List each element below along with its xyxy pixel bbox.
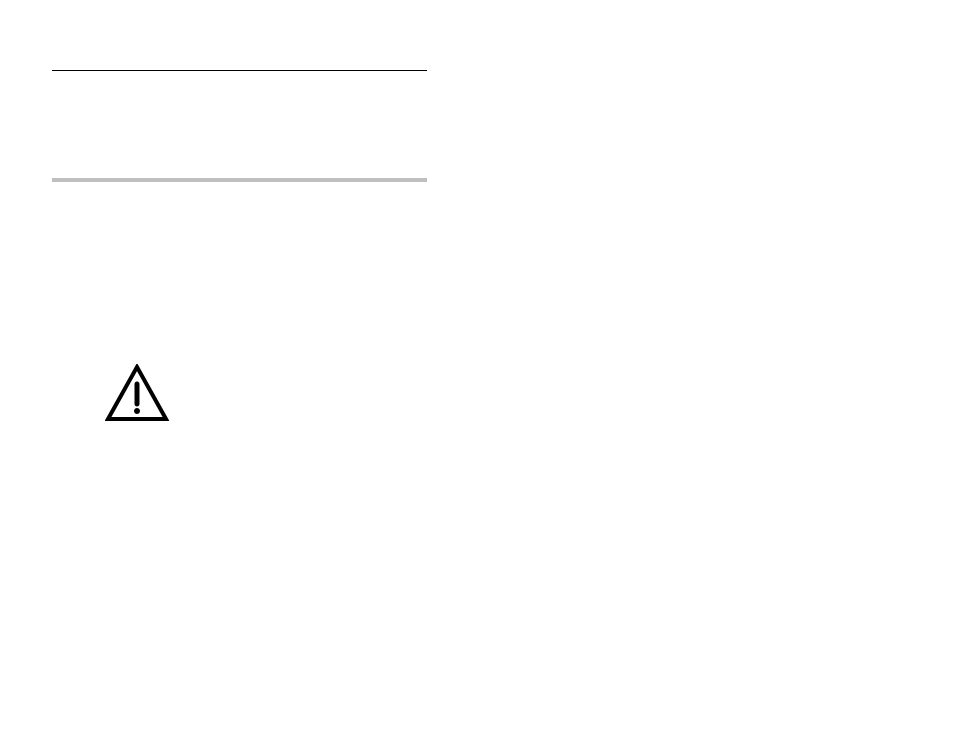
horizontal-rule-thick	[52, 178, 427, 182]
warning-icon	[105, 364, 169, 422]
horizontal-rule-thin	[52, 70, 427, 71]
document-page	[0, 0, 954, 738]
